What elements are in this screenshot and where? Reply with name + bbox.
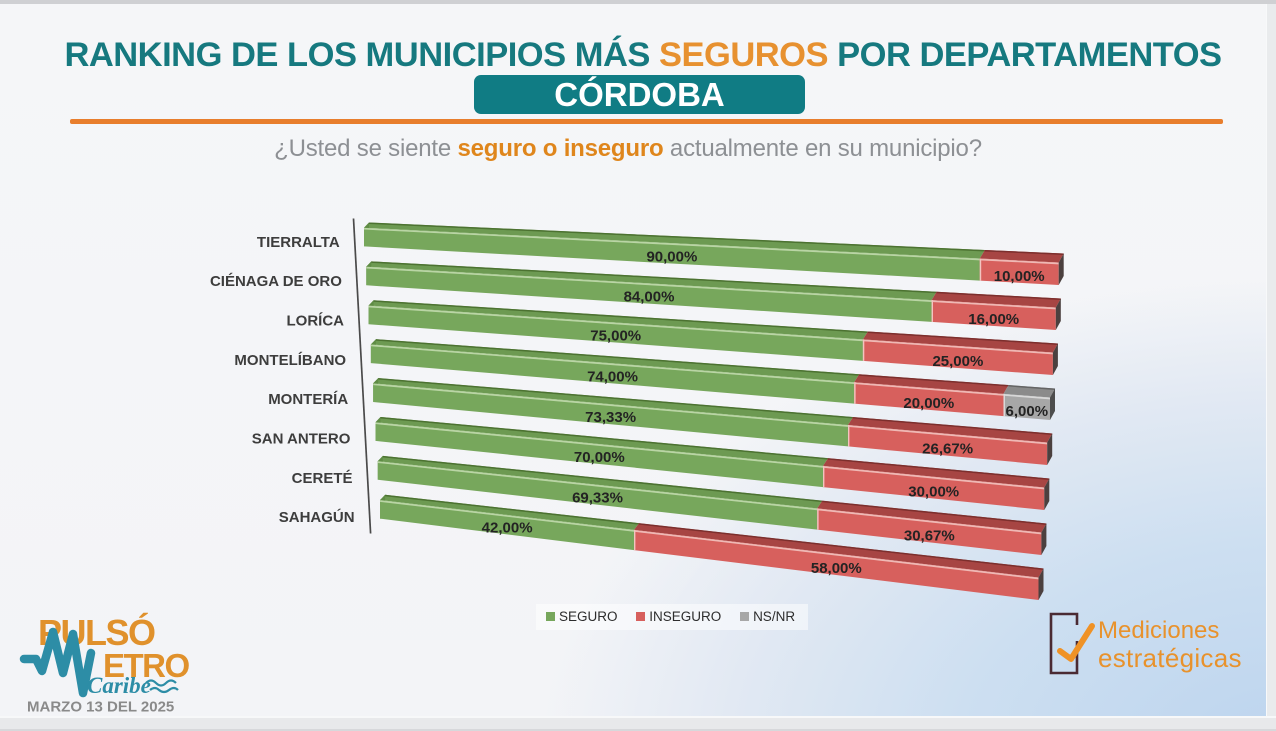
svg-text:25,00%: 25,00%: [932, 353, 983, 370]
svg-text:26,67%: 26,67%: [922, 441, 973, 458]
svg-text:6,00%: 6,00%: [1006, 403, 1049, 420]
svg-text:TIERRALTA: TIERRALTA: [257, 234, 340, 251]
svg-text:Caribe: Caribe: [87, 673, 151, 698]
svg-text:42,00%: 42,00%: [482, 519, 533, 536]
svg-text:16,00%: 16,00%: [968, 311, 1019, 328]
svg-text:MARZO 13 DEL 2025: MARZO 13 DEL 2025: [27, 699, 174, 716]
svg-text:SAN ANTERO: SAN ANTERO: [252, 431, 351, 448]
svg-text:Mediciones: Mediciones: [1098, 617, 1219, 644]
svg-text:70,00%: 70,00%: [574, 449, 625, 466]
svg-text:10,00%: 10,00%: [994, 268, 1045, 285]
svg-text:30,67%: 30,67%: [904, 527, 955, 544]
svg-text:90,00%: 90,00%: [646, 249, 697, 266]
svg-text:58,00%: 58,00%: [811, 560, 862, 577]
svg-text:74,00%: 74,00%: [587, 368, 638, 385]
svg-text:LORÍCA: LORÍCA: [287, 313, 345, 330]
svg-text:CERETÉ: CERETÉ: [292, 470, 353, 487]
svg-text:estratégicas: estratégicas: [1098, 643, 1242, 673]
svg-text:MONTERÍA: MONTERÍA: [268, 391, 348, 408]
svg-text:30,00%: 30,00%: [908, 484, 959, 501]
svg-text:SAHAGÚN: SAHAGÚN: [279, 508, 355, 526]
svg-text:84,00%: 84,00%: [624, 289, 675, 306]
svg-text:20,00%: 20,00%: [903, 395, 954, 412]
svg-text:73,33%: 73,33%: [585, 409, 636, 426]
svg-text:ETRO: ETRO: [103, 647, 190, 684]
svg-text:CIÉNAGA DE ORO: CIÉNAGA DE ORO: [210, 273, 342, 290]
svg-text:75,00%: 75,00%: [590, 328, 641, 345]
svg-text:69,33%: 69,33%: [572, 490, 623, 507]
svg-text:MONTELÍBANO: MONTELÍBANO: [234, 352, 346, 369]
